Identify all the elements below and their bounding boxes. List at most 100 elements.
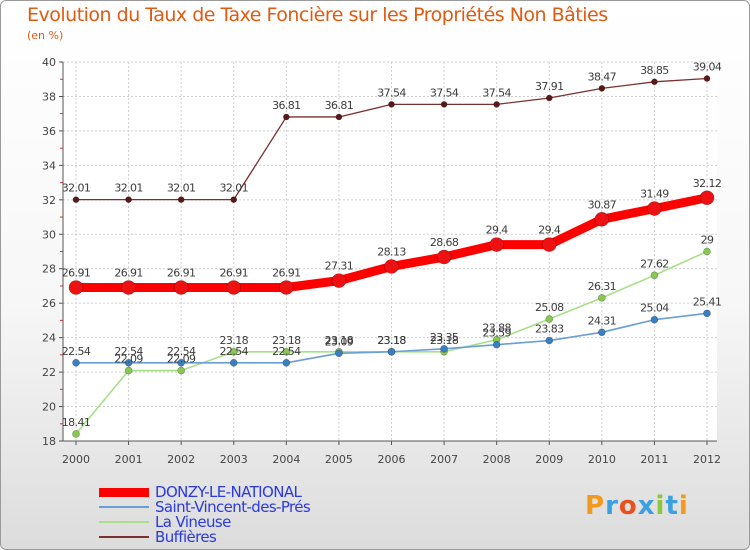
data-label: 25.08 [535, 301, 564, 314]
y-tick-label: 28 [42, 263, 56, 276]
x-tick-label: 2010 [588, 453, 616, 466]
series-point-0 [384, 259, 399, 274]
data-label: 32.01 [62, 182, 91, 195]
series-point-1 [124, 358, 133, 367]
data-label: 29 [701, 234, 714, 247]
y-tick-label: 24 [42, 332, 56, 345]
y-tick-label: 18 [42, 435, 56, 448]
data-label: 32.01 [220, 182, 249, 195]
data-label: 27.31 [325, 260, 354, 273]
series-point-0 [68, 280, 84, 295]
proxiti-logo: Proxiti [585, 491, 689, 521]
data-label: 25.04 [640, 302, 669, 315]
x-tick-label: 2002 [167, 453, 195, 466]
series-point-2 [545, 315, 554, 323]
logo-letter: x [637, 491, 656, 521]
series-point-1 [545, 336, 554, 345]
series-point-2 [650, 271, 659, 280]
legend-label: La Vineuse [155, 513, 231, 531]
data-label: 22.09 [114, 353, 143, 366]
logo-letter: i [655, 491, 666, 521]
x-tick-label: 2005 [325, 453, 353, 466]
x-tick-label: 2007 [430, 453, 458, 466]
series-point-3 [440, 101, 448, 108]
data-label: 26.91 [220, 267, 249, 280]
data-label: 23.83 [535, 323, 564, 336]
series-point-3 [545, 94, 553, 102]
series-point-3 [388, 101, 395, 108]
data-label: 23.09 [325, 335, 354, 348]
series-point-1 [387, 347, 396, 356]
y-tick-label: 34 [42, 159, 56, 172]
series-point-1 [598, 328, 606, 337]
data-label: 22.54 [167, 345, 196, 358]
y-tick-label: 26 [42, 297, 56, 310]
data-label: 22.54 [62, 345, 91, 358]
data-label: 22.54 [114, 345, 143, 358]
chart-subtitle: (en %) [27, 29, 64, 42]
data-label: 36.81 [272, 99, 301, 112]
data-label: 26.91 [167, 267, 196, 280]
series-point-2 [703, 247, 711, 256]
legend-swatch [99, 536, 149, 538]
y-tick-label: 20 [42, 401, 56, 414]
data-label: 23.18 [272, 334, 301, 347]
series-point-3 [177, 196, 185, 203]
series-point-0 [594, 211, 610, 227]
y-tick-label: 30 [42, 228, 56, 241]
chart-title: Evolution du Taux de Taxe Foncière sur l… [27, 4, 608, 26]
x-tick-label: 2012 [693, 453, 721, 466]
data-label: 23.18 [220, 334, 249, 347]
data-label: 23.18 [325, 334, 354, 347]
series-point-2 [72, 430, 80, 438]
series-point-0 [173, 280, 189, 295]
data-label: 23.18 [430, 334, 459, 347]
data-label: 23.35 [430, 331, 459, 344]
legend-swatch [99, 506, 149, 508]
series-point-0 [436, 249, 452, 265]
data-label: 18.41 [62, 416, 91, 429]
data-label: 29.4 [486, 224, 509, 237]
series-point-2 [177, 366, 185, 375]
data-label: 32.01 [114, 182, 143, 195]
data-label: 26.91 [272, 267, 301, 280]
series-point-2 [229, 347, 238, 356]
data-label: 26.31 [588, 280, 617, 293]
series-point-0 [489, 237, 504, 252]
x-tick-label: 2000 [62, 453, 90, 466]
series-point-1 [335, 349, 343, 358]
series-point-3 [335, 113, 343, 121]
data-label: 38.85 [640, 64, 669, 77]
series-point-0 [647, 201, 662, 216]
legend-swatch [99, 487, 149, 497]
data-label: 22.54 [220, 345, 249, 358]
data-label: 28.13 [377, 245, 406, 258]
legend-label: Buffières [155, 528, 217, 546]
y-tick-label: 32 [42, 194, 56, 207]
data-label: 26.91 [114, 267, 143, 280]
data-label: 30.87 [588, 198, 617, 211]
data-label: 36.81 [325, 99, 354, 112]
data-label: 38.47 [588, 70, 617, 83]
data-label: 37.54 [482, 86, 511, 99]
x-tick-label: 2008 [483, 453, 511, 466]
series-point-3 [230, 196, 238, 203]
data-label: 23.59 [482, 327, 511, 340]
x-tick-label: 2003 [220, 453, 248, 466]
series-point-0 [226, 280, 242, 295]
x-tick-label: 2001 [115, 453, 143, 466]
data-label: 22.54 [272, 345, 301, 358]
logo-letter: P [585, 491, 606, 521]
data-label: 37.91 [535, 80, 564, 93]
data-label: 23.18 [377, 334, 406, 347]
series-point-1 [440, 345, 448, 353]
data-label: 26.91 [62, 267, 91, 280]
series-point-0 [699, 190, 715, 206]
y-tick-label: 40 [42, 56, 56, 69]
legend-label: DONZY-LE-NATIONAL [155, 483, 302, 501]
series-point-1 [72, 358, 80, 367]
series-point-1 [177, 358, 185, 367]
series-point-0 [331, 273, 347, 288]
